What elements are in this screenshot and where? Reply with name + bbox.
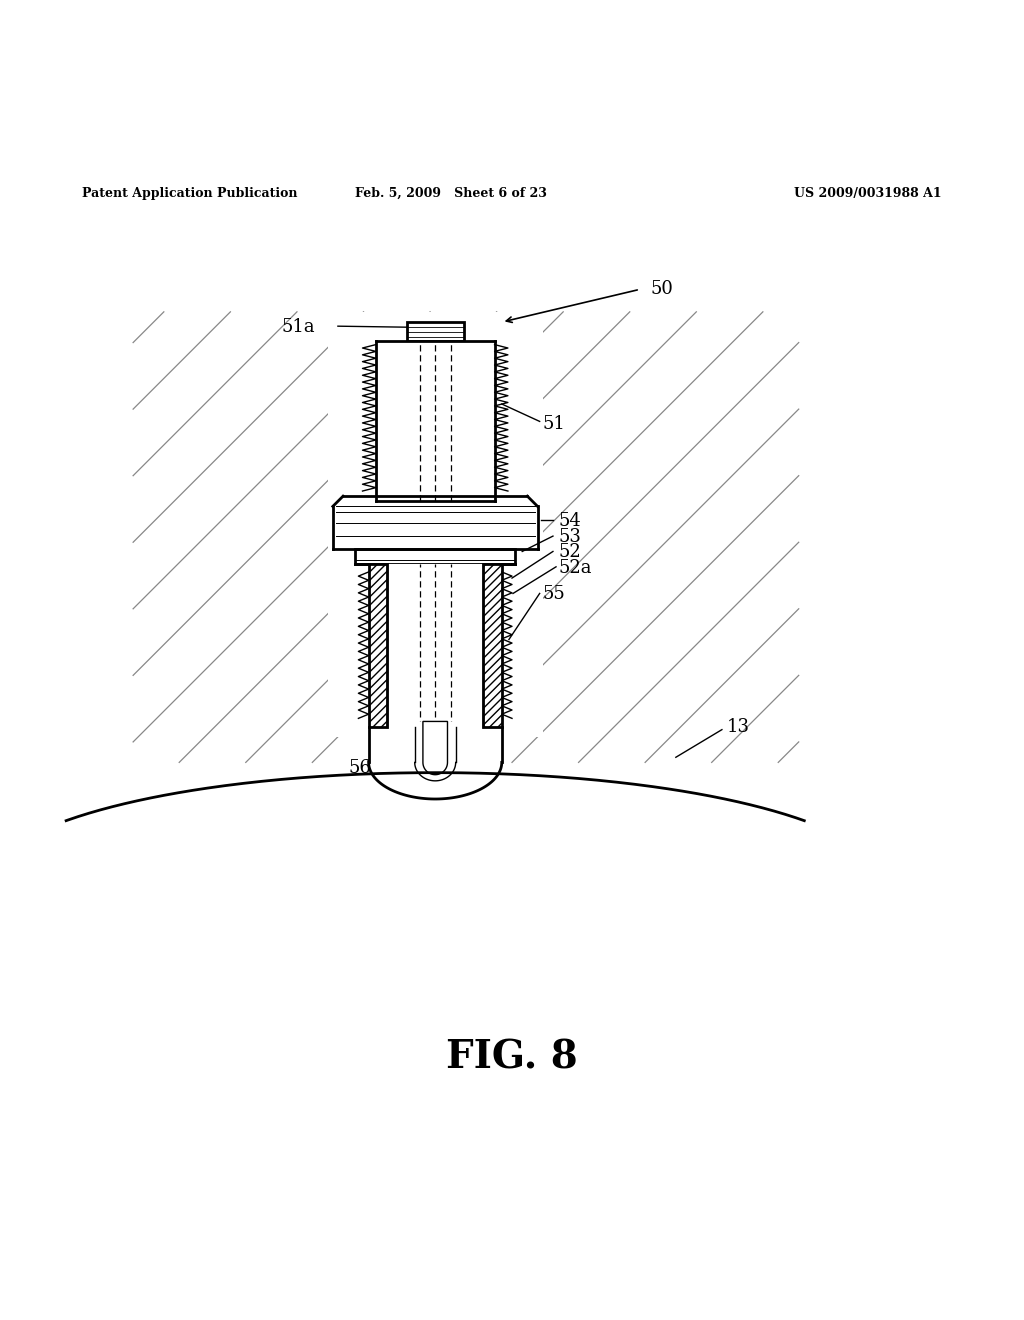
Text: Feb. 5, 2009   Sheet 6 of 23: Feb. 5, 2009 Sheet 6 of 23 [354,187,547,199]
Text: 51: 51 [543,416,565,433]
Text: 51a: 51a [282,318,315,337]
Text: 54: 54 [558,512,581,529]
Text: US 2009/0031988 A1: US 2009/0031988 A1 [795,187,942,199]
Bar [369,564,387,726]
Bar [483,564,502,726]
Bar [355,549,515,564]
Polygon shape [423,722,447,775]
Text: 50: 50 [650,280,673,298]
Bar [333,496,538,549]
Text: 13: 13 [727,718,750,735]
Text: 53: 53 [558,528,581,546]
Text: Patent Application Publication: Patent Application Publication [82,187,297,199]
Bar [407,322,464,341]
Bar [364,726,507,799]
Polygon shape [415,722,456,781]
Text: FIG. 8: FIG. 8 [446,1039,578,1076]
Polygon shape [369,763,502,799]
Bar [387,564,483,726]
Text: 55: 55 [543,586,565,603]
Text: 52: 52 [558,544,581,561]
Bar [376,341,495,502]
Text: 52a: 52a [558,558,592,577]
Text: 56: 56 [348,759,371,776]
Bar [328,312,543,737]
